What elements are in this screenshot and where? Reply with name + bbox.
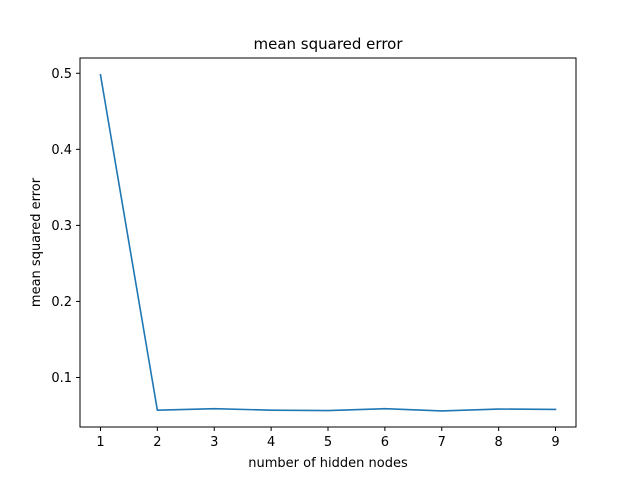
x-tick-label-4: 5 xyxy=(324,435,332,450)
chart-title: mean squared error xyxy=(253,35,403,53)
x-tick-label-7: 8 xyxy=(495,435,503,450)
y-tick-label-0: 0.1 xyxy=(51,371,72,386)
x-axis-label: number of hidden nodes xyxy=(248,456,408,471)
y-tick-label-4: 0.5 xyxy=(51,67,72,82)
y-tick-label-3: 0.4 xyxy=(51,143,72,158)
x-tick-label-6: 7 xyxy=(438,435,446,450)
x-tick-label-3: 4 xyxy=(267,435,275,450)
y-tick-label-2: 0.3 xyxy=(51,219,72,234)
x-tick-label-2: 3 xyxy=(210,435,218,450)
x-tick-label-8: 9 xyxy=(551,435,559,450)
plot-area xyxy=(99,73,557,412)
x-tick-label-0: 1 xyxy=(96,435,104,450)
y-tick-label-1: 0.2 xyxy=(51,295,72,310)
y-axis-label: mean squared error xyxy=(29,177,44,307)
x-tick-label-1: 2 xyxy=(153,435,161,450)
series-line-0 xyxy=(99,73,557,412)
x-tick-label-5: 6 xyxy=(381,435,389,450)
